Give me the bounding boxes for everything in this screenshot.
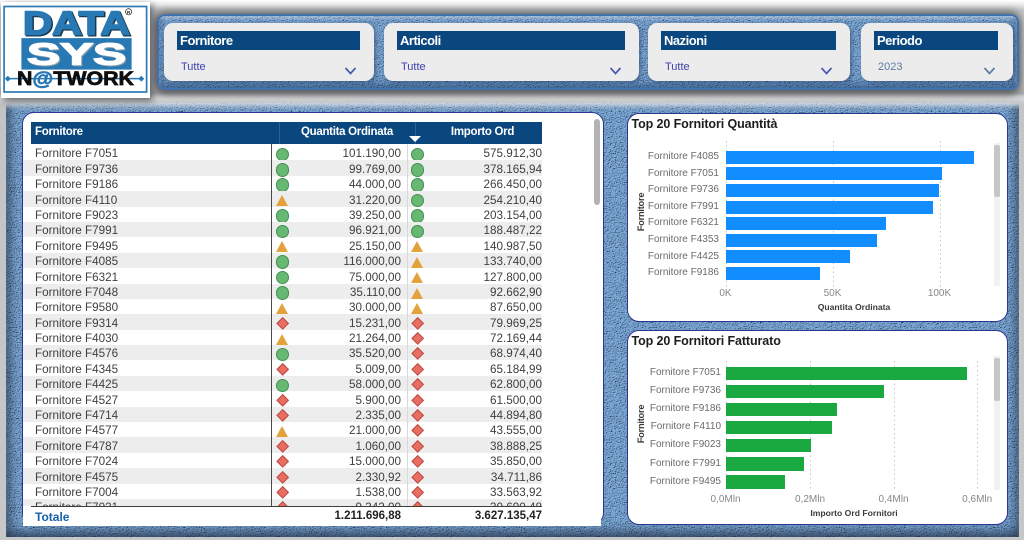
svg-text:SYS: SYS <box>27 36 126 71</box>
svg-text:N@TWORK: N@ TWORK <box>17 69 134 90</box>
svg-text:R: R <box>127 10 131 16</box>
svg-text:DATA: DATA <box>23 6 130 43</box>
svg-text:SYS: SYS <box>28 37 127 72</box>
